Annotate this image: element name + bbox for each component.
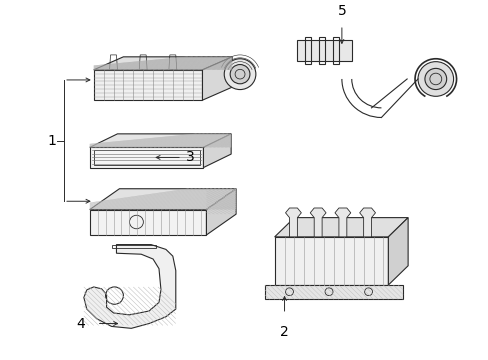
Text: 4: 4	[76, 316, 84, 330]
Circle shape	[224, 59, 255, 90]
Polygon shape	[90, 134, 231, 147]
Polygon shape	[90, 147, 203, 167]
Circle shape	[424, 68, 446, 90]
Polygon shape	[309, 208, 325, 237]
Polygon shape	[274, 237, 387, 285]
Circle shape	[230, 64, 249, 84]
Circle shape	[417, 62, 453, 96]
Polygon shape	[203, 134, 231, 167]
Polygon shape	[94, 57, 232, 70]
Polygon shape	[90, 210, 206, 235]
Text: 5: 5	[337, 4, 346, 18]
Polygon shape	[264, 285, 402, 300]
Polygon shape	[206, 189, 236, 235]
Polygon shape	[90, 189, 236, 210]
Polygon shape	[274, 217, 407, 237]
Polygon shape	[387, 217, 407, 285]
Polygon shape	[94, 70, 202, 100]
Text: 2: 2	[280, 325, 288, 339]
Polygon shape	[334, 208, 350, 237]
Polygon shape	[202, 57, 232, 100]
Polygon shape	[359, 208, 375, 237]
Text: 1: 1	[47, 134, 56, 148]
Polygon shape	[297, 40, 351, 61]
Text: 3: 3	[185, 150, 194, 165]
Polygon shape	[83, 244, 175, 328]
Polygon shape	[285, 208, 301, 237]
